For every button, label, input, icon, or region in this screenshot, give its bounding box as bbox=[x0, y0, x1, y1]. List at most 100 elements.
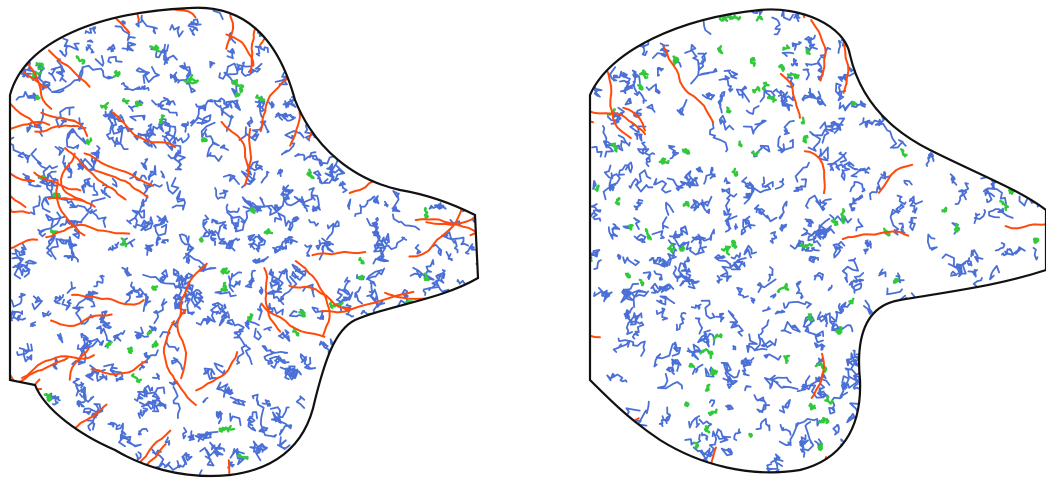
blue-track bbox=[880, 171, 892, 179]
blue-track bbox=[801, 246, 820, 252]
panel-right bbox=[588, 8, 1046, 474]
orange-track bbox=[55, 179, 86, 237]
blue-track bbox=[691, 363, 704, 375]
orange-track bbox=[425, 196, 478, 226]
orange-track bbox=[246, 128, 253, 172]
blue-track bbox=[15, 90, 37, 101]
blue-track bbox=[687, 343, 705, 357]
blue-track bbox=[172, 386, 181, 419]
green-track bbox=[638, 278, 645, 287]
green-track bbox=[693, 441, 700, 449]
blue-track bbox=[780, 9, 794, 21]
blue-track bbox=[807, 230, 816, 242]
blue-track bbox=[725, 404, 734, 411]
blue-track bbox=[593, 287, 603, 297]
blue-track bbox=[133, 395, 143, 402]
green-track bbox=[953, 222, 961, 233]
blue-track bbox=[676, 99, 688, 116]
blue-track bbox=[753, 394, 771, 414]
blue-track bbox=[56, 332, 64, 344]
blue-track bbox=[247, 160, 263, 171]
blue-track bbox=[347, 198, 352, 210]
blue-track bbox=[229, 396, 246, 407]
blue-track bbox=[431, 244, 443, 257]
blue-track bbox=[740, 218, 756, 236]
blue-track bbox=[46, 236, 75, 258]
blue-track bbox=[144, 244, 154, 256]
blue-track bbox=[638, 40, 650, 57]
blue-track bbox=[10, 136, 30, 164]
blue-track bbox=[622, 225, 631, 230]
blue-track bbox=[616, 253, 622, 260]
blue-track bbox=[464, 243, 476, 255]
blue-track bbox=[204, 132, 220, 158]
blue-track bbox=[745, 105, 760, 115]
blue-track bbox=[62, 37, 80, 51]
blue-track bbox=[648, 257, 669, 268]
blue-track bbox=[688, 415, 701, 429]
blue-track bbox=[267, 355, 285, 365]
green-track bbox=[637, 83, 644, 91]
blue-track bbox=[590, 249, 601, 260]
blue-track bbox=[949, 173, 958, 186]
blue-track bbox=[612, 223, 621, 231]
blue-track bbox=[746, 333, 758, 353]
blue-track bbox=[837, 65, 856, 82]
blue-track bbox=[445, 231, 459, 254]
blue-track bbox=[88, 145, 101, 171]
blue-track bbox=[258, 286, 264, 295]
blue-track bbox=[33, 124, 43, 137]
blue-track bbox=[732, 345, 737, 351]
orange-track bbox=[206, 459, 231, 476]
blue-track bbox=[726, 76, 734, 93]
blue-track bbox=[201, 7, 224, 20]
orange-track bbox=[662, 46, 715, 124]
blue-track bbox=[805, 194, 821, 209]
blue-track bbox=[208, 152, 223, 162]
blue-track bbox=[127, 99, 144, 112]
green-track bbox=[726, 106, 732, 114]
blue-track bbox=[24, 259, 37, 269]
blue-track bbox=[240, 170, 256, 189]
blue-track bbox=[107, 55, 123, 64]
blue-track bbox=[373, 242, 383, 255]
blue-track bbox=[141, 349, 159, 364]
green-track bbox=[183, 74, 200, 85]
blue-track bbox=[814, 330, 825, 344]
blue-track bbox=[200, 121, 216, 138]
blue-track bbox=[661, 406, 672, 422]
blue-track bbox=[724, 215, 738, 233]
blue-track bbox=[274, 192, 289, 212]
blue-track bbox=[633, 198, 644, 211]
blue-track bbox=[153, 298, 168, 325]
blue-track bbox=[295, 395, 306, 409]
blue-track bbox=[908, 216, 917, 231]
blue-track bbox=[92, 182, 99, 196]
green-track bbox=[848, 297, 855, 305]
blue-track bbox=[742, 360, 753, 368]
blue-track bbox=[665, 201, 675, 216]
blue-track bbox=[863, 248, 869, 255]
blue-track bbox=[431, 279, 450, 293]
blue-track bbox=[609, 66, 618, 82]
orange-track bbox=[68, 347, 90, 381]
orange-track bbox=[622, 106, 646, 132]
blue-track bbox=[228, 280, 241, 293]
orange-track bbox=[21, 354, 95, 379]
blue-track bbox=[703, 166, 716, 185]
green-track bbox=[817, 442, 824, 452]
blue-track bbox=[690, 199, 705, 212]
blue-track bbox=[412, 259, 435, 281]
blue-track bbox=[391, 206, 398, 212]
green-track bbox=[247, 313, 254, 322]
blue-track bbox=[180, 121, 189, 133]
green-track bbox=[610, 142, 619, 153]
green-track bbox=[893, 277, 899, 284]
green-track bbox=[783, 354, 791, 365]
blue-track bbox=[223, 237, 241, 250]
blue-track bbox=[274, 212, 292, 230]
blue-track bbox=[727, 310, 744, 337]
orange-track bbox=[50, 313, 113, 327]
blue-track bbox=[129, 114, 146, 122]
blue-track bbox=[354, 195, 376, 217]
